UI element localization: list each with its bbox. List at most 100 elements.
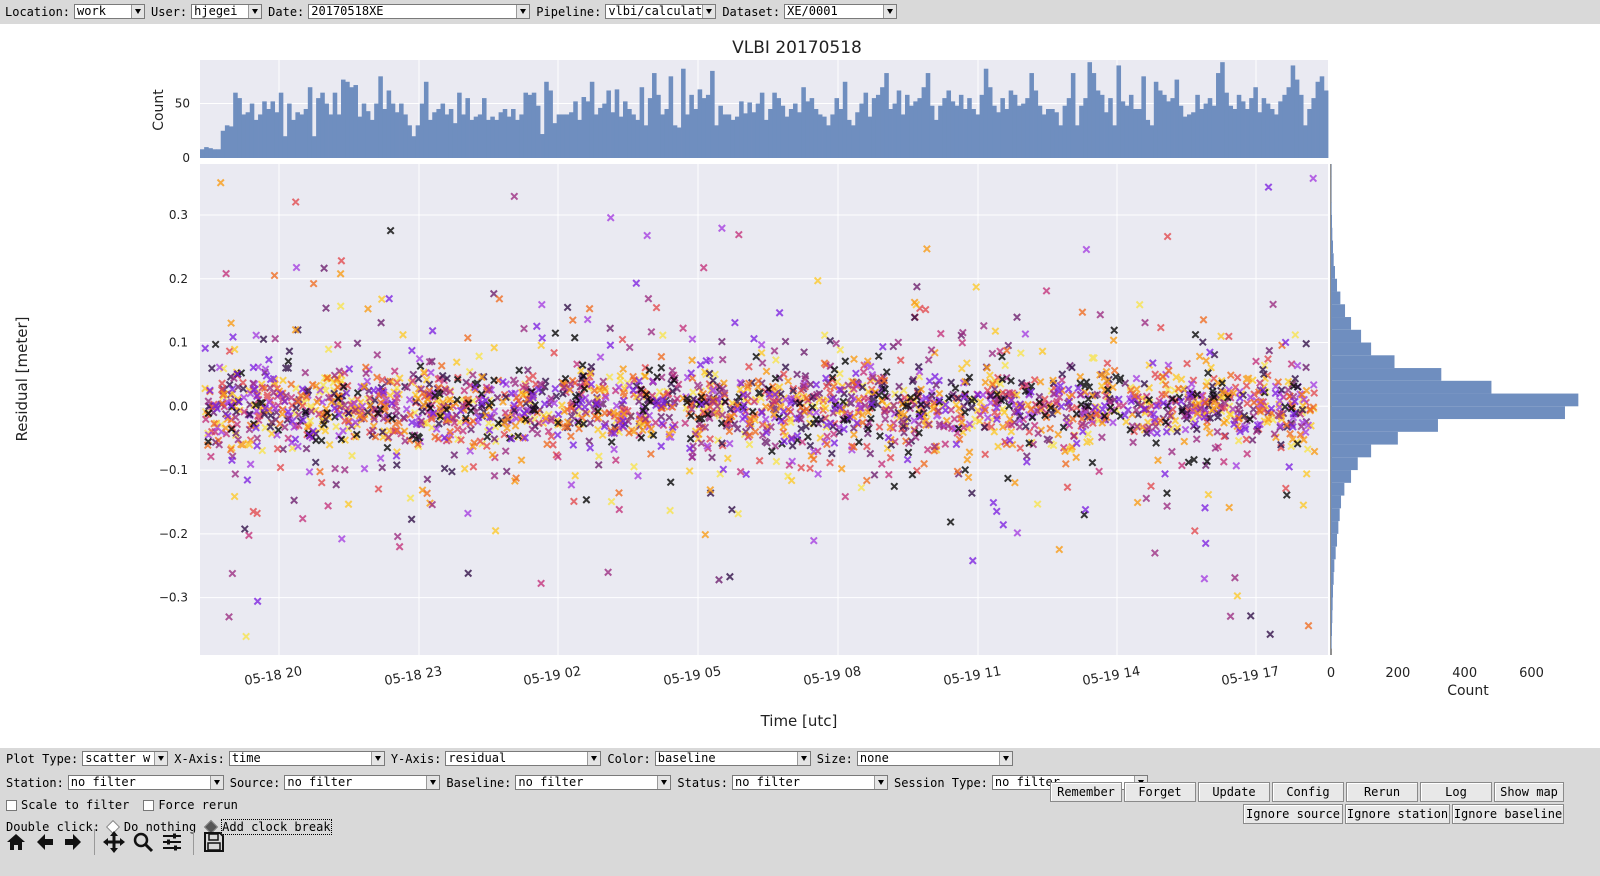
log-button[interactable]: Log xyxy=(1420,782,1492,802)
right-hist-bar xyxy=(1331,597,1333,611)
update-button[interactable]: Update xyxy=(1198,782,1270,802)
chevron-down-icon xyxy=(426,776,440,789)
zoom-icon[interactable] xyxy=(130,829,156,855)
right-hist-bar xyxy=(1331,202,1332,216)
right-hist-bar xyxy=(1331,546,1336,560)
top-hist-bar xyxy=(303,109,309,158)
top-hist-bar xyxy=(374,103,379,158)
top-hist-bar xyxy=(581,97,587,158)
top-hist-bar xyxy=(307,87,313,158)
vlbi-residual-chart[interactable]: VLBI 20170518 0 50 0.3 0.2 0.1 0.0 −0.1 −0.2 −0… xyxy=(0,24,1600,748)
station-filter-select[interactable]: no filter xyxy=(67,775,224,790)
chevron-down-icon xyxy=(873,776,887,789)
top-hist-bar xyxy=(967,98,972,158)
date-select[interactable]: 20170518XE xyxy=(308,4,531,19)
top-hist-bar xyxy=(880,87,885,158)
top-hist-bar xyxy=(747,102,752,158)
right-hist-bar xyxy=(1331,635,1332,649)
top-hist-bar xyxy=(875,94,881,158)
chevron-down-icon xyxy=(154,752,168,765)
y-axis-select[interactable]: residual xyxy=(445,751,602,766)
forward-arrow-icon[interactable] xyxy=(60,829,86,855)
top-hist-bar xyxy=(552,123,558,158)
size-select[interactable]: none xyxy=(856,751,1013,766)
ignore-station-button[interactable]: Ignore station xyxy=(1345,804,1450,824)
config-button[interactable]: Config xyxy=(1272,782,1344,802)
top-hist-bar xyxy=(573,101,578,158)
ignore-baseline-button[interactable]: Ignore baseline xyxy=(1452,804,1564,824)
top-hist-bar xyxy=(1091,73,1097,158)
top-hist-bar xyxy=(793,103,798,158)
top-hist-bar xyxy=(224,125,230,158)
color-select[interactable]: baseline xyxy=(654,751,811,766)
user-select[interactable]: hjegei xyxy=(191,4,263,19)
pipeline-select[interactable]: vlbi/calculate xyxy=(605,4,717,19)
top-hist-bar xyxy=(370,119,375,158)
top-hist-bar xyxy=(457,92,462,158)
top-hist-bar xyxy=(548,90,553,158)
back-arrow-icon[interactable] xyxy=(32,829,58,855)
top-hist-bar xyxy=(328,114,334,158)
top-hist-bar xyxy=(1170,98,1175,158)
top-hist-bar xyxy=(511,109,516,158)
top-hist-bar xyxy=(519,114,524,158)
configure-subplots-icon[interactable] xyxy=(159,829,185,855)
x-axis-select[interactable]: time xyxy=(228,751,385,766)
top-hist-bar xyxy=(602,103,607,158)
top-hist-bar xyxy=(656,94,661,158)
top-hist-bar xyxy=(357,116,363,158)
scale-to-filter-checkbox[interactable] xyxy=(6,799,17,811)
force-rerun-label: Force rerun xyxy=(158,798,238,812)
top-hist-bar xyxy=(697,89,703,158)
show-map-button[interactable]: Show map xyxy=(1494,782,1564,802)
rerun-button[interactable]: Rerun xyxy=(1346,782,1418,802)
top-hist-bar xyxy=(1000,98,1005,158)
right-hist-bar xyxy=(1331,278,1338,292)
chevron-down-icon xyxy=(370,752,384,765)
top-hist-bar xyxy=(544,81,549,158)
y-tick-label: −0.1 xyxy=(159,463,188,477)
dataset-select[interactable]: XE/0001 xyxy=(784,4,898,19)
residual-scatter-plot[interactable]: 0.3 0.2 0.1 0.0 −0.1 −0.2 −0.3 05-18 20 05-18 23… xyxy=(159,164,1328,689)
force-rerun-checkbox[interactable] xyxy=(143,799,155,811)
top-hist-bar xyxy=(1141,76,1146,158)
top-hist-bar xyxy=(1033,90,1039,158)
top-hist-bar xyxy=(282,136,288,158)
top-hist-bar xyxy=(681,68,686,158)
pan-icon[interactable] xyxy=(101,829,127,855)
remember-button[interactable]: Remember xyxy=(1050,782,1122,802)
ignore-source-button[interactable]: Ignore source xyxy=(1243,804,1343,824)
x-tick-label: 05-19 08 xyxy=(802,664,862,689)
top-hist-bar xyxy=(917,98,922,158)
top-hist-bar xyxy=(1187,114,1192,158)
plot-type-select[interactable]: scatter w xyxy=(82,751,169,766)
top-hist-bar xyxy=(1166,101,1171,158)
home-icon[interactable] xyxy=(3,829,29,855)
right-hist-bar xyxy=(1331,572,1334,585)
y-tick-label: −0.2 xyxy=(159,527,188,541)
location-select[interactable]: work xyxy=(74,4,146,19)
top-hist-bar xyxy=(963,109,968,158)
top-hist-bar xyxy=(258,114,263,158)
right-hist-bar xyxy=(1331,240,1334,254)
save-icon[interactable] xyxy=(201,829,227,855)
top-hist-bar xyxy=(1286,87,1292,158)
top-hist-bar xyxy=(739,101,744,158)
top-hist-bar xyxy=(797,112,802,158)
baseline-filter-select[interactable]: no filter xyxy=(515,775,672,790)
forget-button[interactable]: Forget xyxy=(1124,782,1196,802)
top-hist-bar xyxy=(1249,98,1254,158)
top-hist-bar xyxy=(332,92,338,158)
y-tick-label: 0.2 xyxy=(169,272,188,286)
status-filter-select[interactable]: no filter xyxy=(731,775,888,790)
top-hist-bar xyxy=(531,92,537,158)
top-hist-bar xyxy=(1021,103,1026,158)
top-hist-bar xyxy=(461,114,466,158)
top-hist-bar xyxy=(1290,65,1296,158)
top-hist-bar xyxy=(444,114,450,158)
top-hist-bar xyxy=(859,103,864,158)
top-hist-y-tick: 0 xyxy=(182,151,190,165)
source-filter-select[interactable]: no filter xyxy=(284,775,441,790)
top-hist-bar xyxy=(668,76,674,158)
top-hist-bar xyxy=(1282,94,1287,158)
